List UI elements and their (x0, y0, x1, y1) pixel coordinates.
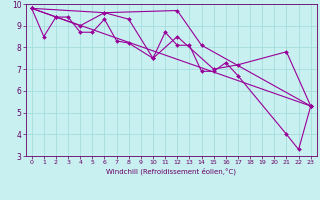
X-axis label: Windchill (Refroidissement éolien,°C): Windchill (Refroidissement éolien,°C) (106, 168, 236, 175)
